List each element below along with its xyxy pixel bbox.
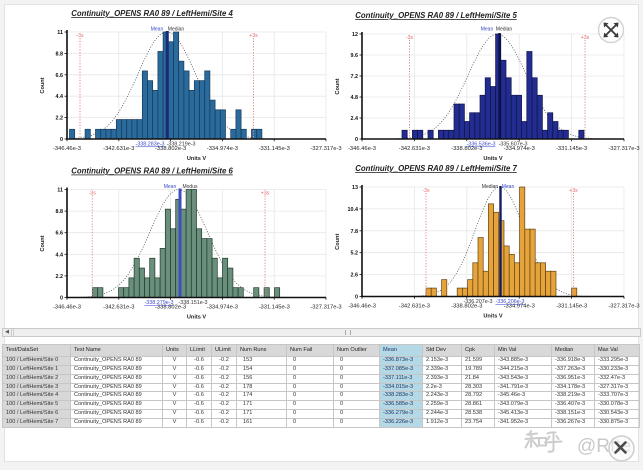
svg-text:-338.279e-3: -338.279e-3 (144, 300, 173, 306)
svg-text:Continuity_OPENS RA0 89 / Left: Continuity_OPENS RA0 89 / LeftHemi/Site … (355, 164, 517, 173)
svg-text:2.6: 2.6 (351, 273, 359, 279)
svg-text:-331.145e-3: -331.145e-3 (556, 304, 587, 310)
svg-text:-346.46e-3: -346.46e-3 (348, 146, 376, 152)
svg-text:2.2: 2.2 (56, 274, 64, 280)
svg-text:+3s: +3s (569, 188, 578, 194)
svg-text:2.4: 2.4 (351, 116, 359, 122)
svg-text:-346.46e-3: -346.46e-3 (53, 146, 81, 152)
svg-text:13: 13 (352, 185, 358, 191)
svg-text:6.6: 6.6 (56, 73, 64, 79)
svg-text:+3s: +3s (261, 191, 270, 197)
svg-text:-331.145e-3: -331.145e-3 (556, 146, 587, 152)
svg-text:-327.317e-3: -327.317e-3 (608, 304, 639, 310)
svg-text:4.4: 4.4 (56, 252, 64, 258)
svg-text:-338.283e-3: -338.283e-3 (135, 142, 164, 148)
svg-text:-331.145e-3: -331.145e-3 (259, 305, 290, 311)
svg-text:Mean: Mean (481, 27, 494, 33)
svg-text:11: 11 (57, 188, 63, 194)
svg-text:-3s: -3s (76, 33, 84, 39)
svg-text:-334.974e-3: -334.974e-3 (504, 146, 535, 152)
svg-text:-338.802e-3: -338.802e-3 (451, 146, 482, 152)
svg-text:-342.631e-3: -342.631e-3 (399, 304, 430, 310)
svg-text:7.2: 7.2 (351, 74, 359, 80)
svg-text:-336.206e-3: -336.206e-3 (495, 299, 524, 305)
svg-text:Units V: Units V (187, 156, 207, 162)
svg-text:Units V: Units V (187, 315, 207, 321)
svg-text:-334.974e-3: -334.974e-3 (504, 304, 535, 310)
svg-text:9.6: 9.6 (351, 53, 359, 59)
svg-text:Mean: Mean (151, 27, 164, 33)
svg-text:-346.46e-3: -346.46e-3 (53, 305, 81, 311)
svg-text:-342.631e-3: -342.631e-3 (103, 305, 134, 311)
svg-text:7.8: 7.8 (351, 229, 359, 235)
svg-text:0: 0 (355, 295, 358, 301)
svg-text:-3s: -3s (406, 35, 414, 41)
svg-text:Mean: Mean (164, 184, 177, 190)
svg-text:10.4: 10.4 (348, 207, 359, 213)
svg-text:-3s: -3s (89, 191, 97, 197)
svg-text:-346.46e-3: -346.46e-3 (348, 304, 376, 310)
svg-text:+3s: +3s (249, 33, 258, 39)
svg-text:-336.207e-3: -336.207e-3 (463, 299, 492, 305)
svg-text:5.2: 5.2 (351, 251, 359, 257)
svg-text:0: 0 (355, 137, 358, 143)
svg-text:4.8: 4.8 (351, 95, 359, 101)
svg-text:Median: Median (168, 27, 185, 33)
svg-text:Continuity_OPENS RA0 89 / Left: Continuity_OPENS RA0 89 / LeftHemi/Site … (355, 11, 517, 20)
svg-text:Count: Count (40, 235, 46, 251)
svg-text:Mean: Mean (502, 184, 515, 190)
svg-text:Continuity_OPENS RA0 89 / Left: Continuity_OPENS RA0 89 / LeftHemi/Site … (71, 167, 233, 176)
svg-text:Units V: Units V (483, 314, 503, 320)
svg-text:-331.145e-3: -331.145e-3 (259, 146, 290, 152)
svg-text:Count: Count (335, 78, 341, 94)
svg-text:Units V: Units V (483, 156, 503, 162)
svg-text:-338.151e-3: -338.151e-3 (178, 300, 207, 306)
svg-text:Count: Count (335, 234, 341, 250)
svg-text:-3s: -3s (422, 188, 430, 194)
svg-text:-327.317e-3: -327.317e-3 (310, 305, 341, 311)
svg-text:0: 0 (60, 137, 63, 143)
svg-text:Continuity_OPENS RA0 89 / Left: Continuity_OPENS RA0 89 / LeftHemi/Site … (71, 9, 233, 18)
svg-text:Median: Median (496, 27, 513, 33)
svg-text:0: 0 (60, 296, 63, 302)
svg-text:6.6: 6.6 (56, 231, 64, 237)
svg-text:11: 11 (57, 30, 63, 36)
svg-text:8.8: 8.8 (56, 51, 64, 57)
svg-text:Modus: Modus (182, 184, 198, 190)
svg-text:-327.317e-3: -327.317e-3 (310, 146, 341, 152)
svg-text:-334.974e-3: -334.974e-3 (207, 305, 238, 311)
svg-text:12: 12 (352, 32, 358, 38)
svg-text:-334.974e-3: -334.974e-3 (207, 146, 238, 152)
svg-text:+3s: +3s (581, 35, 590, 41)
svg-text:8.8: 8.8 (56, 209, 64, 215)
svg-text:-335.607e-3: -335.607e-3 (498, 142, 527, 148)
svg-text:-342.631e-3: -342.631e-3 (103, 146, 134, 152)
svg-text:-327.317e-3: -327.317e-3 (608, 146, 639, 152)
svg-text:2.2: 2.2 (56, 116, 64, 122)
svg-text:-336.536e-3: -336.536e-3 (466, 142, 495, 148)
svg-text:Count: Count (40, 77, 46, 93)
svg-text:-338.802e-3: -338.802e-3 (155, 146, 186, 152)
svg-text:4.4: 4.4 (56, 94, 64, 100)
svg-text:-338.802e-3: -338.802e-3 (451, 304, 482, 310)
svg-text:Median: Median (482, 184, 499, 190)
svg-text:-338.802e-3: -338.802e-3 (155, 305, 186, 311)
svg-text:-338.219e-3: -338.219e-3 (166, 142, 195, 148)
svg-text:-342.631e-3: -342.631e-3 (399, 146, 430, 152)
